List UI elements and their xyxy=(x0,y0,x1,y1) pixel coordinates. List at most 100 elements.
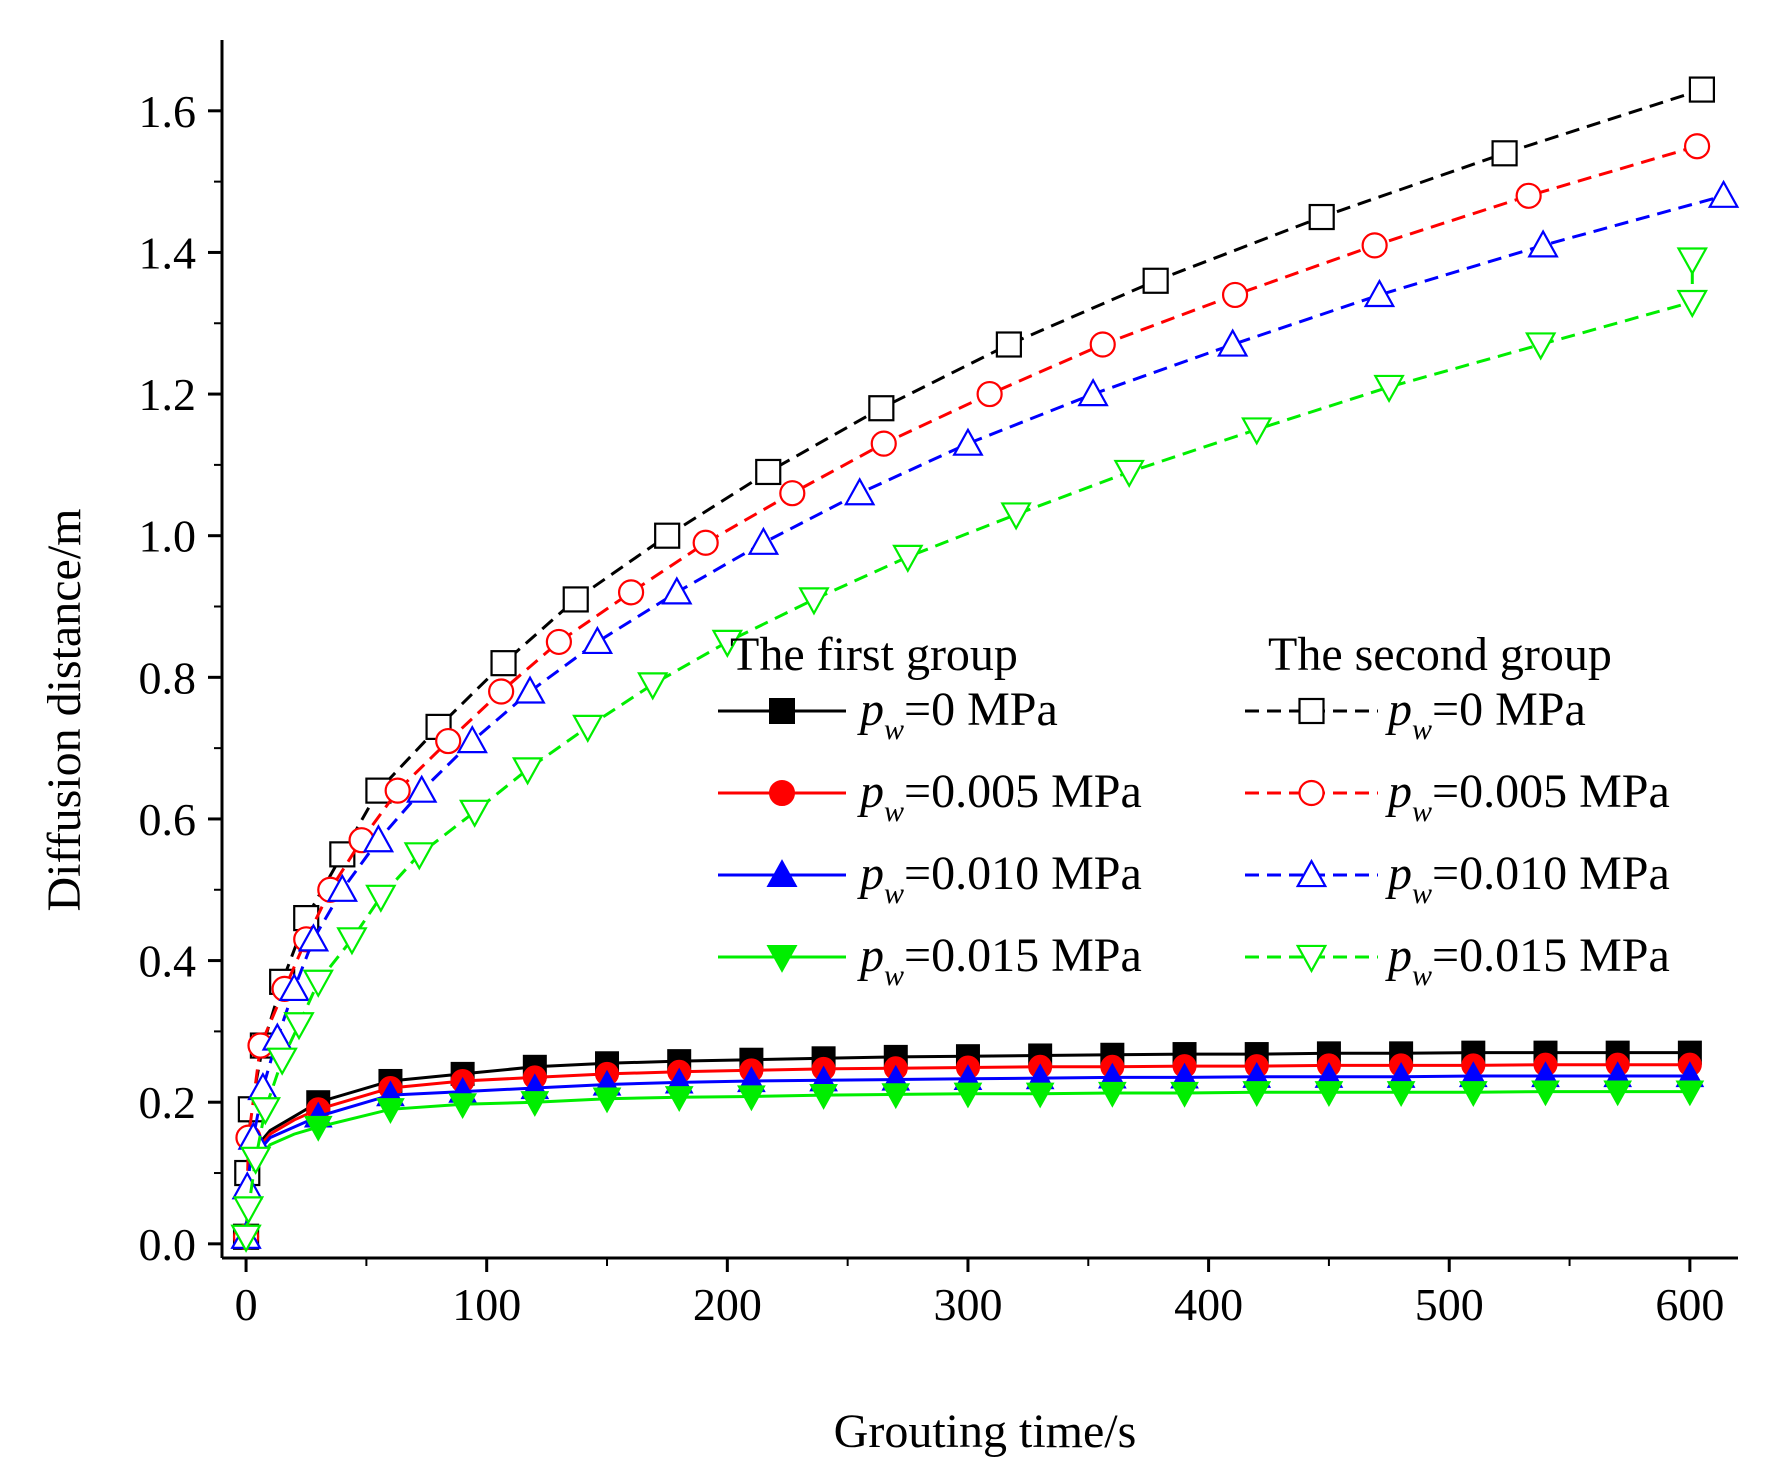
data-point xyxy=(953,1082,983,1109)
y-tick-label: 0.0 xyxy=(139,1219,197,1270)
data-point xyxy=(1491,140,1518,167)
series-line xyxy=(244,1090,1690,1237)
legend-var: p xyxy=(1385,847,1412,900)
data-point xyxy=(1241,417,1273,446)
data-point xyxy=(881,1083,911,1110)
legend-label: pw=0.015 MPa xyxy=(1385,929,1670,992)
data-point xyxy=(809,1084,838,1110)
data-point xyxy=(868,395,895,422)
y-tick-label: 1.4 xyxy=(139,227,197,278)
data-point xyxy=(1242,1081,1272,1108)
data-point xyxy=(297,923,330,952)
data-point xyxy=(1221,281,1249,309)
data-point xyxy=(654,522,681,549)
data-point xyxy=(1525,332,1557,361)
legend-label: pw=0.005 MPa xyxy=(1385,765,1670,828)
data-point xyxy=(514,675,546,704)
data-point xyxy=(1000,502,1032,531)
series-line xyxy=(244,144,1698,1237)
legend-marker xyxy=(1298,779,1325,807)
data-point xyxy=(293,904,320,932)
data-point xyxy=(326,873,358,902)
x-tick-label: 500 xyxy=(1415,1279,1484,1330)
data-point xyxy=(755,458,782,486)
legend-marker xyxy=(1298,697,1325,725)
data-point xyxy=(278,972,310,1002)
data-point xyxy=(303,1115,333,1142)
data-point xyxy=(266,1047,298,1076)
legend-label: pw=0.010 MPa xyxy=(1385,847,1670,910)
data-point xyxy=(520,1091,550,1117)
legend-var: p xyxy=(1385,765,1412,818)
data-point xyxy=(664,1086,694,1112)
data-point xyxy=(435,727,462,755)
data-point xyxy=(1688,76,1716,103)
y-tick-label: 0.6 xyxy=(139,794,197,845)
legend-value: =0.005 MPa xyxy=(904,765,1142,818)
x-tick-label: 100 xyxy=(452,1279,521,1330)
legend-label: pw=0 MPa xyxy=(857,683,1058,746)
legend-marker xyxy=(766,859,798,888)
data-point xyxy=(329,841,356,868)
data-point xyxy=(844,477,876,506)
data-point xyxy=(1142,267,1169,294)
data-point xyxy=(798,587,830,616)
legend-label: pw=0.005 MPa xyxy=(857,765,1142,828)
legend-label: pw=0.010 MPa xyxy=(857,847,1142,910)
data-point xyxy=(365,884,397,913)
data-point xyxy=(1458,1081,1488,1108)
legend-subscript: w xyxy=(1412,877,1432,910)
legend-var: p xyxy=(1385,683,1412,736)
data-point xyxy=(711,629,744,658)
legend-value: =0.010 MPa xyxy=(1432,847,1670,900)
data-point xyxy=(1113,459,1145,489)
series-layer xyxy=(230,76,1740,1253)
legend-heading: The first group xyxy=(730,628,1018,681)
data-point xyxy=(952,427,984,456)
series-7 xyxy=(230,179,1740,1249)
legend-subscript: w xyxy=(1412,795,1432,828)
data-point xyxy=(403,842,435,871)
legend-entry: pw=0.005 MPa xyxy=(1245,765,1670,828)
data-point xyxy=(1676,247,1708,276)
data-point xyxy=(1531,1080,1560,1107)
series-6 xyxy=(232,133,1711,1250)
data-point xyxy=(892,544,924,574)
legend-entry: pw=0.015 MPa xyxy=(718,929,1142,992)
data-point xyxy=(747,526,780,555)
legend-value: =0.015 MPa xyxy=(1432,929,1670,982)
legend-marker xyxy=(1295,944,1328,974)
data-point xyxy=(456,724,488,754)
data-point xyxy=(1025,1082,1055,1109)
data-point xyxy=(376,1098,405,1124)
data-point xyxy=(1386,1081,1416,1108)
legend-marker xyxy=(766,944,798,973)
data-point xyxy=(232,1196,265,1225)
data-point xyxy=(458,799,491,828)
data-point xyxy=(572,714,604,743)
data-point xyxy=(384,777,411,804)
data-point xyxy=(490,650,517,677)
legend-marker xyxy=(769,780,795,806)
data-point xyxy=(1363,278,1396,308)
y-tick-label: 1.2 xyxy=(139,369,197,420)
y-tick-label: 0.2 xyxy=(139,1077,197,1128)
data-point xyxy=(1089,331,1116,358)
data-point xyxy=(1527,229,1559,258)
data-point xyxy=(1675,1080,1705,1107)
data-point xyxy=(976,380,1003,408)
legend-var: p xyxy=(857,847,884,900)
data-point xyxy=(406,774,438,803)
legend-value: =0.010 MPa xyxy=(904,847,1142,900)
y-tick-label: 0.8 xyxy=(139,652,197,703)
series-line xyxy=(244,259,1694,1237)
data-point xyxy=(617,579,645,606)
data-point xyxy=(448,1093,477,1120)
legend-subscript: w xyxy=(1412,713,1432,746)
data-point xyxy=(562,586,589,613)
legend-var: p xyxy=(857,765,884,818)
data-point xyxy=(302,969,334,998)
data-point xyxy=(1373,374,1405,404)
legend-subscript: w xyxy=(884,877,904,910)
